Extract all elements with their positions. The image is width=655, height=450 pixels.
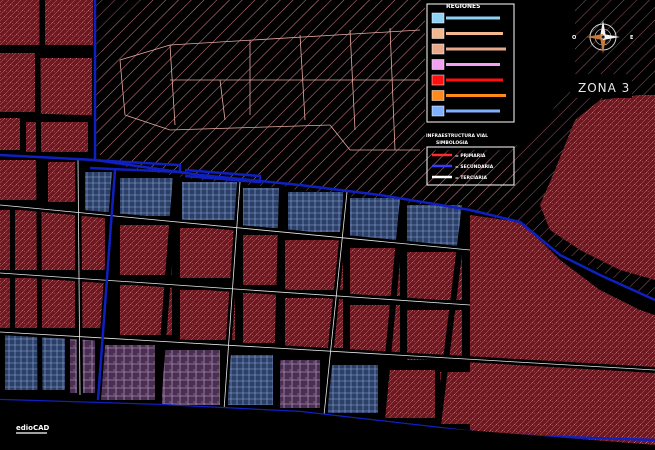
- legend-regions-frame: [426, 3, 515, 123]
- legend-region-swatch: [431, 90, 445, 101]
- block: [0, 278, 10, 328]
- compass-rose: O E: [572, 20, 634, 54]
- block: [100, 345, 155, 400]
- zone-label: ZONA 3: [578, 81, 630, 95]
- block: [180, 290, 235, 340]
- block: [0, 160, 40, 200]
- watermark-logo: edioCAD: [16, 424, 50, 432]
- grid-blocks: [85, 172, 495, 424]
- block: [243, 188, 280, 228]
- block: [85, 172, 112, 212]
- block: [48, 162, 78, 202]
- block: [540, 95, 655, 280]
- legend-region-swatches: [431, 12, 506, 117]
- block: [243, 235, 278, 285]
- legend-regions-title: REGIONES: [446, 3, 480, 10]
- legend-infra-label: = PRIMARIA: [455, 153, 486, 159]
- block: [350, 198, 400, 240]
- block: [120, 178, 175, 216]
- legend-infra-frame: [426, 146, 515, 186]
- block: [0, 0, 40, 45]
- legend-infra-label: = SECUNDARIA: [455, 164, 494, 170]
- compass-center: [600, 34, 606, 40]
- legend-region-swatch: [431, 28, 445, 39]
- legend-region-swatch: [431, 59, 445, 70]
- legend-infra: INFRAESTRUCTURA VIAL SIMBOLOGIA = PRIMAR…: [426, 133, 515, 186]
- block: [45, 0, 93, 45]
- block: [80, 215, 105, 270]
- bottom-band: [0, 400, 655, 450]
- block: [407, 205, 462, 247]
- block: [288, 192, 343, 232]
- road-centerlines: [0, 159, 655, 416]
- block: [182, 182, 237, 220]
- block: [15, 278, 75, 328]
- parcel-outlines-hatched: [119, 27, 421, 151]
- compass-north-needle: [600, 20, 606, 37]
- block: [0, 210, 10, 270]
- legend-infra-title: INFRAESTRUCTURA VIAL: [426, 133, 488, 139]
- block: [280, 360, 320, 408]
- hatched-strip-top-2: [95, 5, 520, 205]
- legend-region-swatch: [431, 43, 445, 55]
- block: [40, 58, 92, 118]
- zone-label-box: [570, 74, 632, 98]
- compass-south-needle: [600, 37, 606, 54]
- block: [80, 278, 105, 328]
- block: [162, 350, 220, 405]
- block: [0, 118, 20, 150]
- legend-regions: REGIONES: [426, 3, 515, 123]
- block: [5, 335, 65, 390]
- legend-infra-items: = PRIMARIA = SECUNDARIA = TERCIARIA: [432, 153, 494, 181]
- compass-west-needle: [586, 34, 603, 40]
- compass-west-label: O: [572, 35, 576, 41]
- block: [228, 355, 273, 405]
- block: [0, 52, 35, 112]
- block: [385, 370, 435, 418]
- block: [470, 215, 655, 450]
- compass-east-label: E: [630, 35, 634, 41]
- block: [26, 122, 88, 152]
- legend-infra-label: = TERCIARIA: [455, 175, 488, 181]
- legend-infra-subtitle: SIMBOLOGIA: [436, 140, 469, 146]
- block: [180, 228, 235, 278]
- block: [328, 365, 378, 413]
- block: [120, 225, 172, 275]
- legend-region-swatch: [431, 105, 445, 117]
- legend-region-swatch: [431, 12, 445, 24]
- right-blocks: [470, 95, 655, 450]
- block: [15, 210, 75, 270]
- block: [243, 293, 278, 343]
- block: [285, 240, 343, 290]
- legend-region-swatch: [431, 74, 445, 86]
- compass-east-needle: [603, 34, 620, 40]
